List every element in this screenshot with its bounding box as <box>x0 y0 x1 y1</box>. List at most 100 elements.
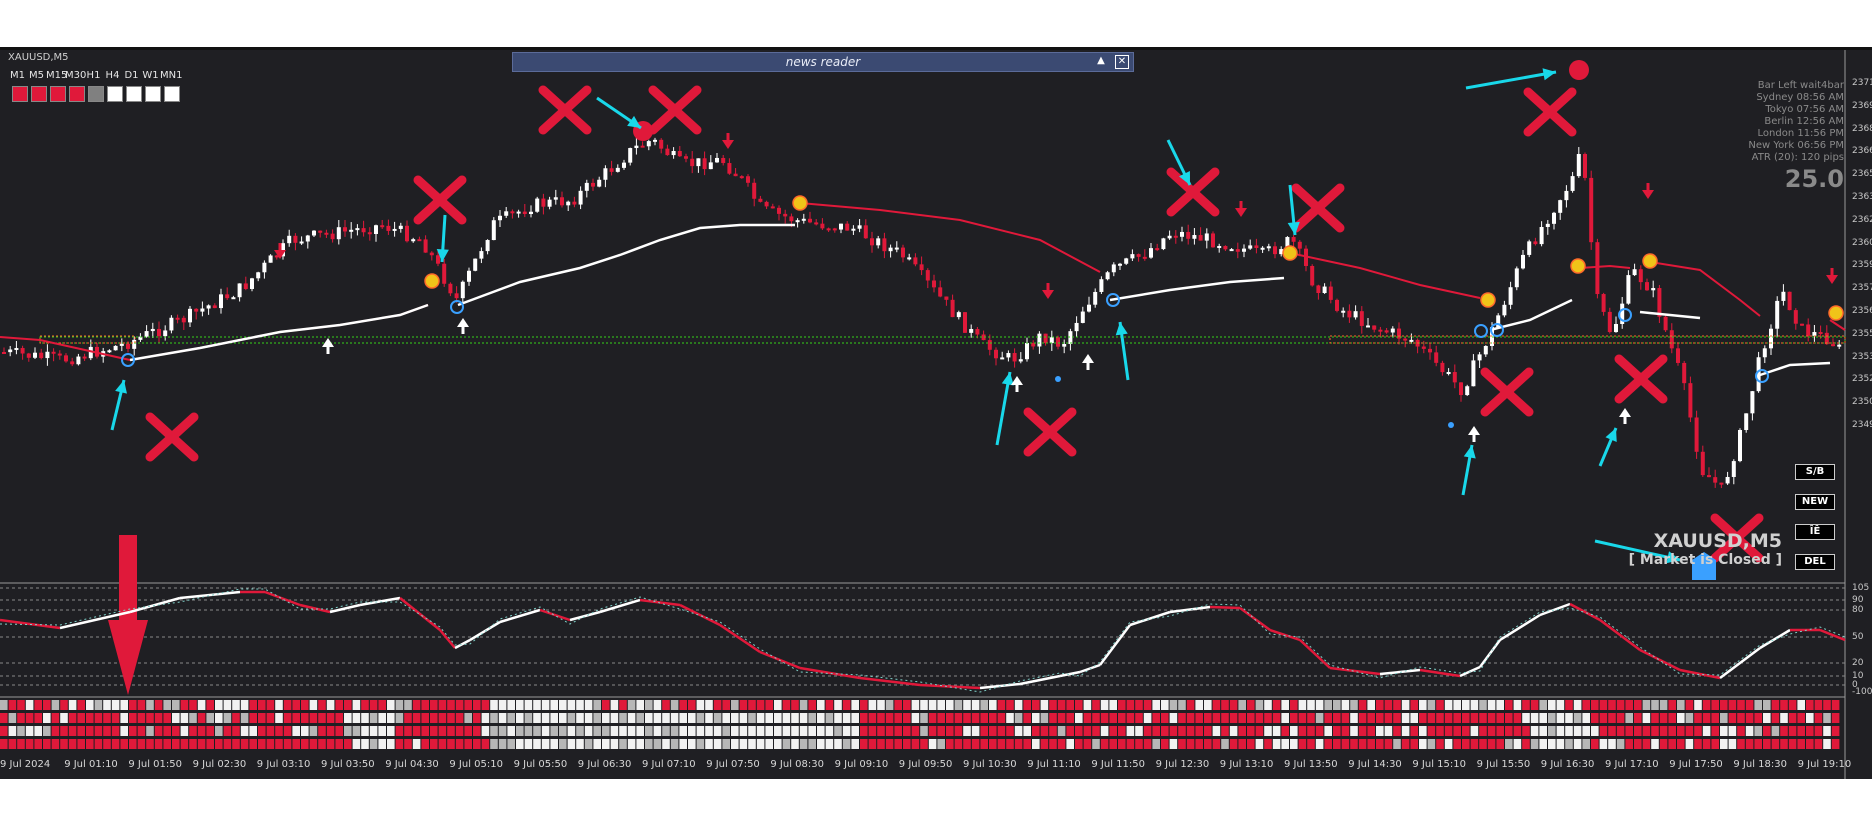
del-button[interactable]: DEL <box>1795 554 1835 570</box>
heatstrip-cell <box>860 739 868 749</box>
down-arrow-icon <box>274 250 286 259</box>
heatstrip-cell <box>1728 713 1737 723</box>
heatstrip-cell <box>1075 739 1083 749</box>
symbol-title: XAUUSD,M5 <box>8 52 69 63</box>
heatstrip-cell <box>1745 739 1754 749</box>
heatstrip-cell <box>1814 726 1823 736</box>
heatstrip-cell <box>1651 739 1659 749</box>
heatstrip-cell <box>1229 700 1238 710</box>
heatstrip-cell <box>627 713 636 723</box>
heatstrip-cell <box>77 726 85 736</box>
candle-body <box>1049 337 1054 344</box>
heatstrip-cell <box>1290 700 1298 710</box>
candle-body <box>981 334 986 341</box>
moving-average-red <box>1289 252 1481 299</box>
heatstrip-cell <box>111 700 120 710</box>
heatstrip-cell <box>86 713 94 723</box>
heatstrip-cell <box>1152 700 1160 710</box>
candle-body <box>367 232 372 235</box>
heatstrip-cell <box>1668 739 1676 749</box>
heatstrip-cell <box>292 713 300 723</box>
close-icon[interactable]: ✕ <box>1115 55 1129 69</box>
tf-label-w1[interactable]: W1 <box>142 70 159 81</box>
heatstrip-cell <box>473 739 481 749</box>
heatstrip-cell <box>645 739 653 749</box>
tf-label-m30[interactable]: M30 <box>65 70 87 81</box>
candle-body <box>956 312 961 318</box>
candle-body <box>1545 223 1550 227</box>
heatstrip-cell <box>1823 700 1831 710</box>
new-button[interactable]: NEW <box>1795 494 1835 510</box>
price-axis-label: 2365 <box>1852 169 1872 180</box>
heatstrip-cell <box>498 700 507 710</box>
time-axis-label: 9 Jul 16:30 <box>1540 759 1595 770</box>
signal-star-gold-icon <box>792 195 808 211</box>
heatstrip-cell <box>1272 700 1281 710</box>
heatstrip-cell <box>731 726 739 736</box>
tf-label-d1[interactable]: D1 <box>124 70 139 81</box>
heatstrip-cell <box>1745 726 1754 736</box>
moving-average-red <box>1829 319 1846 331</box>
heatstrip-cell <box>662 726 670 736</box>
heatstrip-cell <box>1066 726 1074 736</box>
candle-body <box>1105 272 1110 280</box>
heatstrip-cell <box>1522 739 1530 749</box>
candle-body <box>1254 245 1259 249</box>
heatstrip-cell <box>731 700 739 710</box>
heatstrip-cell <box>17 726 25 736</box>
heatstrip-cell <box>507 726 515 736</box>
tf-label-m5[interactable]: M5 <box>29 70 44 81</box>
heatstrip-cell <box>1143 700 1152 710</box>
heatstrip-cell <box>1771 713 1780 723</box>
heatstrip-cell <box>860 700 868 710</box>
heatstrip-cell <box>722 713 730 723</box>
heatstrip-cell <box>129 713 137 723</box>
heatstrip-cell <box>1556 739 1565 749</box>
signal-star-gold-icon <box>424 273 440 289</box>
heatstrip-cell <box>842 713 851 723</box>
tf-label-h4[interactable]: H4 <box>105 70 120 81</box>
candle-body <box>330 233 335 240</box>
candle-body <box>1397 328 1401 339</box>
ie-button[interactable]: ÎÊ <box>1795 524 1835 540</box>
heatstrip-cell <box>1797 726 1805 736</box>
tf-label-m15[interactable]: M15 <box>46 70 68 81</box>
heatstrip-cell <box>1161 713 1169 723</box>
candle-body <box>969 329 974 333</box>
tf-label-mn1[interactable]: MN1 <box>160 70 183 81</box>
cross-mark-icon <box>413 175 467 225</box>
heatstrip-cell <box>1014 726 1023 736</box>
heatstrip-cell <box>1797 700 1805 710</box>
annotation-arrow-icon <box>436 249 449 262</box>
candle-body <box>312 230 316 236</box>
candle-body <box>839 223 843 230</box>
candle-body <box>572 201 577 205</box>
candle-body <box>522 211 527 215</box>
news-reader-panel[interactable]: news reader ▲ ✕ <box>512 52 1134 72</box>
heatstrip-cell <box>481 700 490 710</box>
candle-body <box>1260 247 1265 250</box>
heatstrip-cell <box>696 713 705 723</box>
candle-body <box>560 197 564 206</box>
tf-label-h1[interactable]: H1 <box>86 70 101 81</box>
collapse-icon[interactable]: ▲ <box>1097 55 1105 66</box>
heatstrip-cell <box>1178 700 1186 710</box>
heatstrip-cell <box>1659 700 1668 710</box>
candle-body <box>70 361 75 365</box>
price-axis-label: 2368 <box>1852 123 1872 134</box>
heatstrip-cell <box>232 713 240 723</box>
candle-body <box>1818 332 1823 335</box>
time-axis-label: 9 Jul 14:30 <box>1348 759 1402 770</box>
candle-body <box>1421 346 1426 349</box>
heatstrip-cell <box>43 713 51 723</box>
heatstrip-cell <box>1350 739 1358 749</box>
candle-body <box>1012 353 1017 362</box>
tf-label-m1[interactable]: M1 <box>10 70 25 81</box>
heatstrip-cell <box>1247 726 1255 736</box>
candle-body <box>479 251 484 259</box>
sb-button[interactable]: S/B <box>1795 464 1835 480</box>
candle-body <box>1800 323 1804 326</box>
chart-window[interactable] <box>0 47 1872 779</box>
candle-body <box>987 340 992 350</box>
